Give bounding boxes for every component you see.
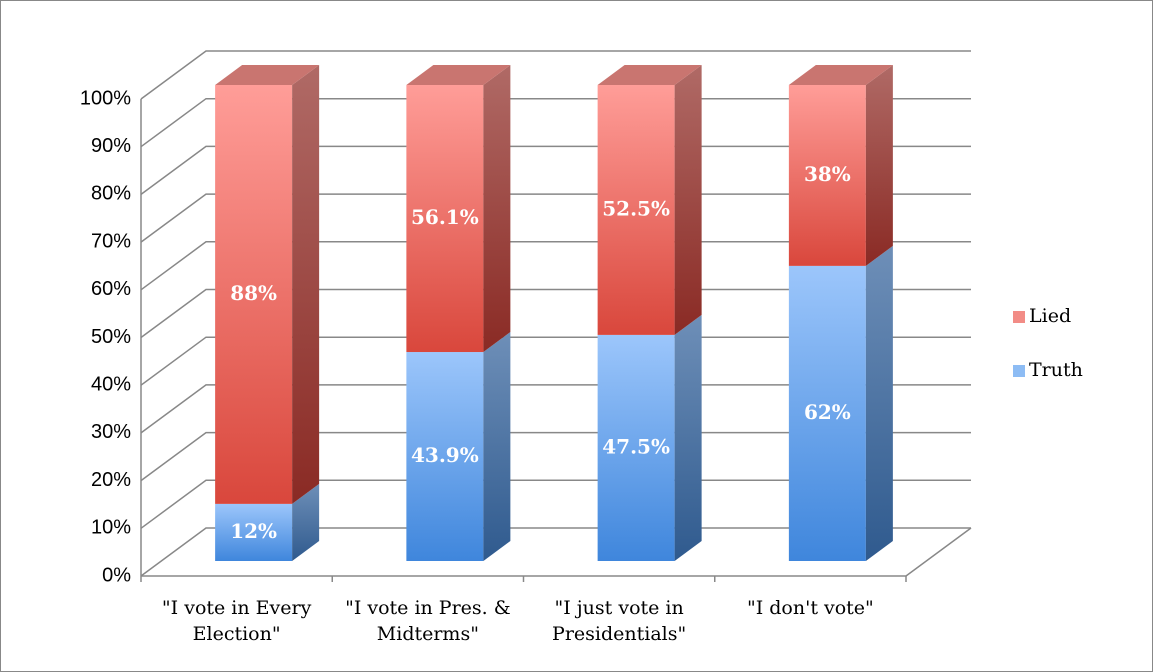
bar-segment: [406, 332, 511, 561]
data-label: 88%: [230, 281, 277, 305]
bar-side: [483, 332, 511, 561]
bar-segment: [788, 65, 893, 266]
data-label: 56.1%: [411, 205, 479, 229]
bar-front: [597, 334, 675, 561]
bar-segment: [597, 314, 702, 561]
data-label: 12%: [230, 519, 277, 543]
y-tick-label: 90%: [91, 135, 131, 157]
data-label: 47.5%: [602, 434, 670, 458]
grid-line: [140, 384, 971, 434]
grid-line: [140, 193, 971, 243]
y-tick-label: 30%: [91, 421, 131, 443]
data-label: 62%: [804, 400, 851, 424]
grid-line: [140, 479, 971, 529]
bar-top: [788, 65, 893, 85]
bar-segment: [215, 483, 320, 561]
bar-front: [406, 85, 484, 353]
bar-side: [483, 65, 511, 353]
grid-line: [140, 97, 971, 148]
data-label: 38%: [804, 162, 851, 186]
data-label: 52.5%: [602, 196, 670, 220]
bar-side: [674, 65, 702, 335]
legend-label: Lied: [1029, 305, 1071, 327]
bar-side: [865, 245, 893, 561]
bar-side: [292, 483, 320, 561]
bar-top: [406, 65, 511, 85]
bar-front: [215, 85, 293, 504]
grid-line: [140, 527, 971, 577]
bar-side: [674, 314, 702, 561]
x-tick-label: "I vote in Pres. & Midterms": [345, 597, 511, 645]
bar-side: [292, 65, 320, 504]
x-tick-label: "I don't vote": [746, 597, 874, 619]
legend-label: Truth: [1029, 359, 1083, 381]
grid-line: [140, 241, 971, 291]
bar-front: [597, 85, 675, 335]
y-tick-label: 60%: [91, 278, 131, 300]
bar-top: [597, 65, 702, 85]
x-tick-label: "I vote in Every Election": [161, 597, 312, 645]
data-label: 43.9%: [411, 443, 479, 467]
grid-line: [140, 288, 971, 339]
y-tick-label: 40%: [91, 373, 131, 395]
y-tick-label: 10%: [91, 517, 131, 539]
bar-segment: [597, 65, 702, 335]
y-tick-label: 50%: [91, 326, 131, 348]
y-tick-label: 20%: [91, 469, 131, 491]
bar-top: [215, 65, 320, 85]
bar-front: [406, 352, 484, 561]
bar-front: [788, 85, 866, 266]
grid-line: [140, 50, 971, 100]
legend-swatch: [1013, 311, 1025, 323]
grid-line: [140, 145, 971, 196]
y-tick-label: 70%: [91, 230, 131, 252]
bar-segment: [215, 65, 320, 504]
grid-line: [140, 431, 971, 482]
x-tick-label: "I just vote in Presidentials": [552, 597, 687, 645]
y-tick-label: 80%: [91, 183, 131, 205]
bar-front: [215, 503, 293, 561]
bar-side: [865, 65, 893, 266]
bar-segment: [788, 245, 893, 561]
legend-swatch: [1013, 365, 1025, 377]
bar-segment: [406, 65, 511, 353]
y-tick-label: 0%: [102, 564, 131, 586]
grid-line: [140, 336, 971, 386]
bar-front: [788, 265, 866, 561]
y-tick-label: 100%: [80, 87, 131, 109]
